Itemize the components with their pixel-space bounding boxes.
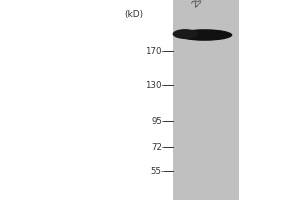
Text: 293: 293 — [190, 0, 209, 9]
Text: 130-: 130- — [146, 81, 165, 90]
Text: 55-: 55- — [151, 166, 165, 176]
Ellipse shape — [172, 29, 198, 39]
Text: 95-: 95- — [151, 116, 165, 126]
Text: 72-: 72- — [151, 142, 165, 152]
Ellipse shape — [177, 29, 232, 41]
Bar — [172, 0, 239, 200]
Text: (kD): (kD) — [124, 9, 143, 19]
Text: 170-: 170- — [146, 46, 165, 55]
